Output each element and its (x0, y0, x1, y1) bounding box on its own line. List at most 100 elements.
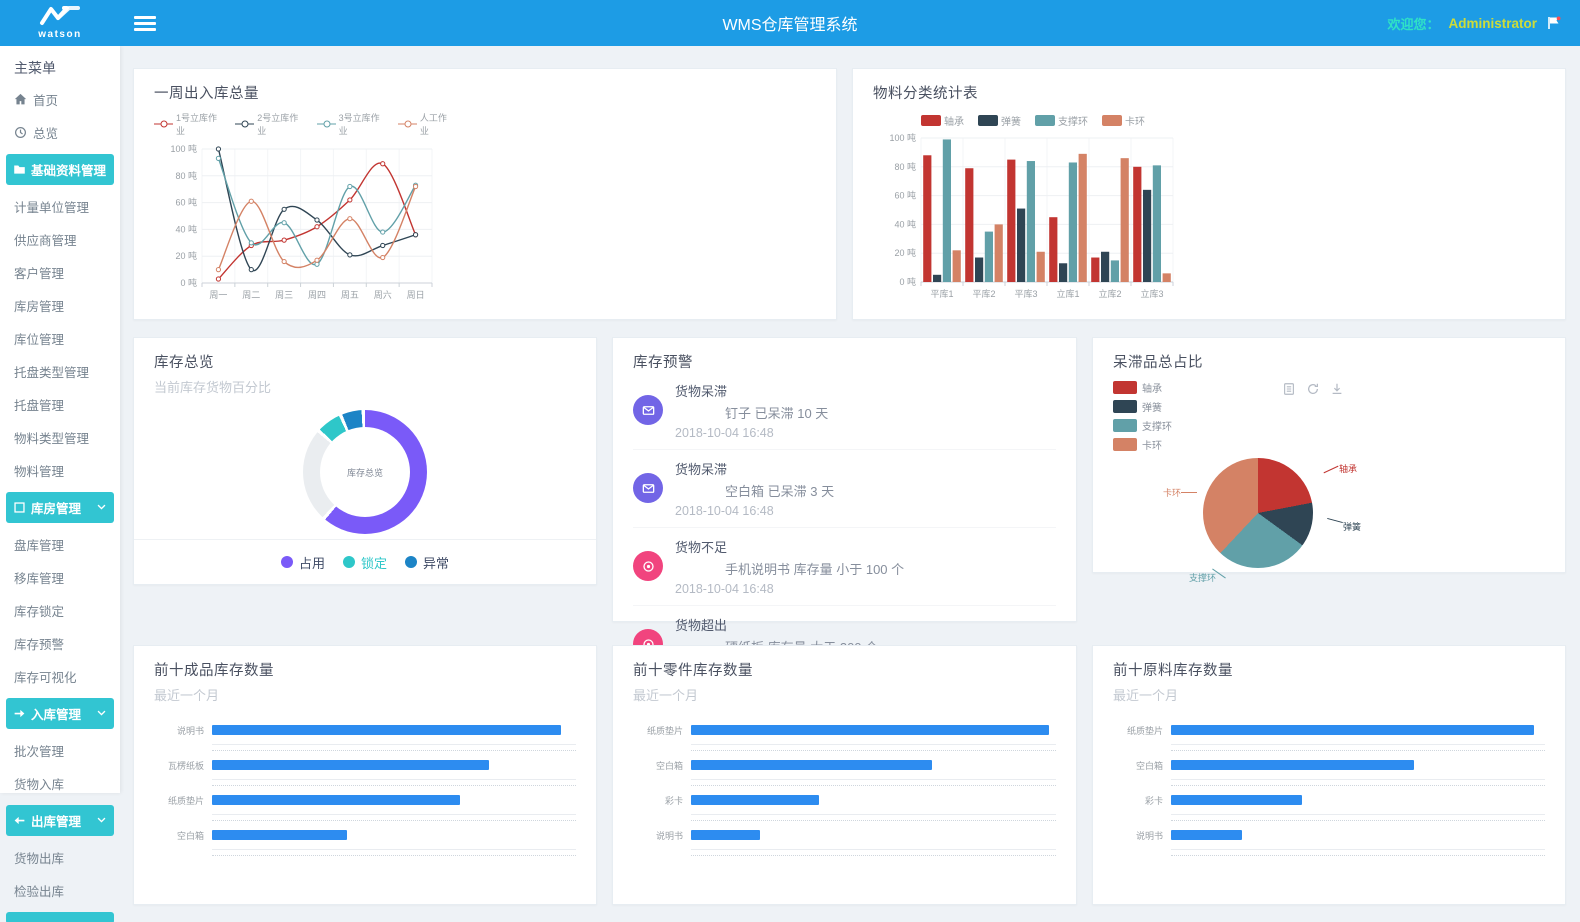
top-finished-card: 前十成品库存数量 最近一个月 说明书瓦楞纸板纸质垫片空白箱 (133, 645, 597, 905)
sidebar-item-托盘类型管理[interactable]: 托盘类型管理 (0, 355, 120, 388)
sidebar-item-托盘管理[interactable]: 托盘管理 (0, 388, 120, 421)
flag-icon[interactable] (1546, 15, 1562, 31)
header-user-area: 欢迎您： Administrator (1387, 14, 1580, 33)
legend-item[interactable]: 2号立库作业 (235, 111, 304, 137)
svg-text:立库1: 立库1 (1056, 288, 1079, 299)
hbar[interactable] (212, 830, 347, 840)
legend-item[interactable]: 锁定 (343, 553, 387, 572)
hbar[interactable] (212, 795, 460, 805)
hbar[interactable] (691, 760, 932, 770)
hbar-row: 空白箱 (1113, 755, 1545, 775)
card-title: 物料分类统计表 (873, 82, 1545, 103)
sidebar-item-基础资料管理[interactable]: 基础资料管理 (6, 154, 114, 185)
hbar[interactable] (212, 760, 489, 770)
menu-toggle-icon[interactable] (134, 13, 156, 34)
sidebar-item-库存可视化[interactable]: 库存可视化 (0, 660, 120, 693)
svg-text:60 吨: 60 吨 (175, 197, 197, 208)
alert-title: 货物超出 (675, 615, 878, 634)
legend-item[interactable]: 支撑环 (1113, 418, 1172, 433)
legend-item[interactable]: 弹簧 (1113, 399, 1172, 414)
separator (1171, 779, 1545, 780)
separator (691, 744, 1056, 745)
separator-dotted (691, 785, 1056, 786)
svg-text:20 吨: 20 吨 (894, 247, 916, 258)
svg-text:0 吨: 0 吨 (899, 276, 916, 287)
username[interactable]: Administrator (1448, 16, 1537, 31)
svg-text:80 吨: 80 吨 (894, 161, 916, 172)
separator-dotted (212, 785, 576, 786)
hbar-row: 彩卡 (1113, 790, 1545, 810)
legend-item[interactable]: 弹簧 (978, 113, 1021, 128)
sidebar-item-盘库管理[interactable]: 盘库管理 (0, 528, 120, 561)
hbar-row: 空白箱 (633, 755, 1056, 775)
hbar-track (1171, 725, 1545, 735)
sidebar-item-库房管理[interactable]: 库房管理 (6, 492, 114, 523)
sidebar-item-首页[interactable]: 首页 (0, 83, 120, 116)
stagnant-pie-chart: 轴承弹簧支撑环卡环 (1203, 458, 1313, 568)
hbar[interactable] (212, 725, 561, 735)
sidebar-item-入库管理[interactable]: 入库管理 (6, 698, 114, 729)
hbar[interactable] (691, 830, 760, 840)
hbar[interactable] (1171, 725, 1534, 735)
pie-label: 支撑环 (1189, 571, 1216, 584)
separator-dotted (212, 750, 576, 751)
hbar[interactable] (691, 725, 1049, 735)
sidebar-item-库存锁定[interactable]: 库存锁定 (0, 594, 120, 627)
card-subtitle: 最近一个月 (154, 685, 576, 704)
box-icon (13, 501, 26, 514)
legend-item[interactable]: 轴承 (921, 113, 964, 128)
legend-item[interactable]: 异常 (405, 553, 449, 572)
alert-title: 货物呆滞 (675, 381, 828, 400)
hbar[interactable] (1171, 830, 1242, 840)
sidebar-item-物料管理[interactable]: 物料管理 (0, 454, 120, 487)
legend-item[interactable]: 人工作业 (398, 111, 454, 137)
hbar[interactable] (691, 795, 819, 805)
hbar-label: 纸质垫片 (154, 794, 212, 807)
hbar[interactable] (1171, 760, 1414, 770)
download-icon[interactable] (1330, 382, 1344, 452)
app-title: WMS仓库管理系统 (0, 11, 1580, 35)
legend-item[interactable]: 1号立库作业 (154, 111, 223, 137)
sidebar-item-库位管理[interactable]: 库位管理 (0, 322, 120, 355)
hbar-row: 纸质垫片 (1113, 720, 1545, 740)
legend-item[interactable]: 卡环 (1102, 113, 1145, 128)
sidebar-item-库存预警[interactable]: 库存预警 (0, 627, 120, 660)
hbar-label: 说明书 (154, 724, 212, 737)
stagnant-ratio-card: 呆滞品总占比 轴承弹簧支撑环卡环 轴承弹簧支撑环卡环 (1092, 337, 1566, 573)
hbar[interactable] (1171, 795, 1302, 805)
legend-item[interactable]: 占用 (281, 553, 325, 572)
sidebar-item-库房管理[interactable]: 库房管理 (0, 289, 120, 322)
refresh-icon[interactable] (1306, 382, 1320, 452)
sidebar-item-批次管理[interactable]: 批次管理 (0, 734, 120, 767)
sidebar-item-供应商管理[interactable]: 供应商管理 (0, 223, 120, 256)
donut-center-label: 库存总览 (347, 466, 383, 479)
hbar-track (691, 830, 1056, 840)
svg-text:60 吨: 60 吨 (894, 190, 916, 201)
app-logo[interactable]: watson (0, 0, 120, 46)
sidebar-item-总览[interactable]: 总览 (0, 116, 120, 149)
legend-item[interactable]: 支撑环 (1035, 113, 1088, 128)
card-subtitle: 最近一个月 (1113, 685, 1545, 704)
legend-item[interactable]: 轴承 (1113, 380, 1172, 395)
separator (212, 814, 576, 815)
dashboard-icon (14, 126, 27, 139)
sidebar-item-移库管理[interactable]: 移库管理 (0, 561, 120, 594)
sidebar-item-客户管理[interactable]: 客户管理 (0, 256, 120, 289)
data-view-icon[interactable] (1282, 382, 1296, 452)
home-icon (14, 93, 27, 106)
svg-text:周日: 周日 (407, 290, 425, 300)
legend-item[interactable]: 3号立库作业 (317, 111, 386, 137)
svg-text:0 吨: 0 吨 (180, 277, 197, 288)
hbar-label: 说明书 (1113, 829, 1171, 842)
legend-item[interactable]: 卡环 (1113, 437, 1172, 452)
alert-description: 钉子 已呆滞 10 天 (675, 403, 828, 422)
sidebar-item-计量单位管理[interactable]: 计量单位管理 (0, 190, 120, 223)
sidebar-item-物料类型管理[interactable]: 物料类型管理 (0, 421, 120, 454)
app-header: watson WMS仓库管理系统 欢迎您： Administrator (0, 0, 1580, 46)
